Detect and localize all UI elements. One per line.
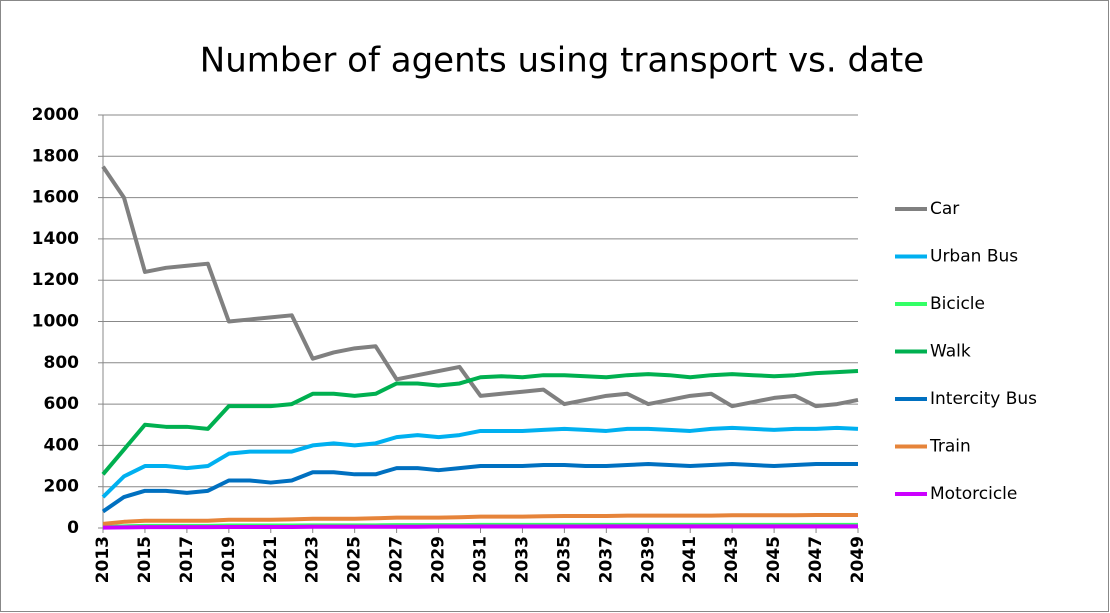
series-line — [101, 165, 859, 409]
x-tick-label: 2037 — [596, 536, 616, 583]
x-tick-label: 2035 — [554, 536, 574, 583]
legend-label: Bicicle — [930, 294, 985, 314]
legend-label: Walk — [930, 342, 971, 362]
x-tick-label: 2041 — [680, 536, 700, 583]
y-tick-label: 800 — [44, 353, 80, 373]
series-line — [102, 512, 858, 526]
series-line — [101, 369, 859, 476]
legend-label: Train — [929, 437, 971, 457]
series-line — [102, 524, 858, 530]
series-line — [101, 461, 858, 514]
chart-title: Number of agents using transport vs. dat… — [200, 41, 924, 81]
y-tick-label: 1400 — [32, 229, 79, 249]
x-tick-label: 2049 — [848, 536, 868, 583]
legend-label: Car — [930, 199, 959, 219]
y-tick-label: 400 — [44, 435, 80, 455]
x-tick-label: 2027 — [387, 536, 407, 583]
x-tick-label: 2021 — [261, 536, 281, 583]
x-tick-label: 2015 — [135, 536, 155, 583]
x-tick-label: 2043 — [722, 536, 742, 583]
x-tick-label: 2047 — [806, 536, 826, 583]
y-tick-label: 1800 — [32, 146, 79, 166]
legend-label: Urban Bus — [930, 247, 1018, 267]
y-tick-label: 0 — [67, 518, 79, 538]
y-tick-label: 2000 — [32, 105, 79, 125]
legend-label: Intercity Bus — [930, 389, 1037, 409]
x-tick-label: 2031 — [471, 536, 491, 583]
x-tick-label: 2019 — [219, 536, 239, 583]
y-tick-label: 1000 — [32, 312, 79, 332]
x-tick-label: 2045 — [764, 536, 784, 583]
y-tick-label: 1200 — [32, 270, 79, 290]
y-tick-label: 200 — [44, 477, 80, 497]
y-tick-label: 600 — [44, 394, 80, 414]
x-tick-label: 2025 — [345, 536, 365, 583]
series-line — [101, 425, 859, 499]
y-tick-label: 1600 — [32, 188, 79, 208]
x-tick-label: 2023 — [303, 536, 323, 583]
x-tick-label: 2029 — [429, 536, 449, 583]
x-tick-label: 2017 — [177, 536, 197, 583]
legend-label: Motorcicle — [930, 484, 1017, 504]
x-tick-label: 2039 — [638, 536, 658, 583]
x-tick-label: 2033 — [512, 536, 532, 583]
x-tick-label: 2013 — [93, 536, 113, 583]
